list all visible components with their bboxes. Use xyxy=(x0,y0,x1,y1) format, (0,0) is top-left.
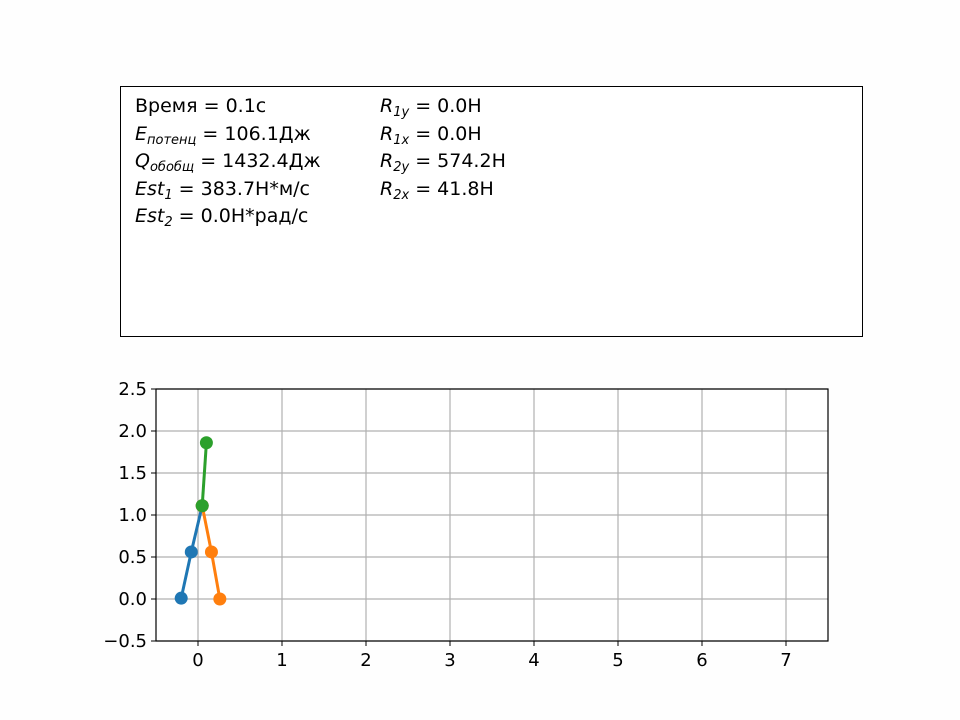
info-equals: = xyxy=(172,177,201,200)
y-tick-label: −0.5 xyxy=(103,631,147,652)
info-var: Q xyxy=(135,150,150,172)
info-value: 0.0Н xyxy=(437,95,482,117)
x-tick-label: 4 xyxy=(528,650,539,671)
info-subscript: потенц xyxy=(147,132,197,148)
info-equals: = xyxy=(194,150,223,172)
info-subscript: 2 xyxy=(164,215,173,230)
x-tick-label: 3 xyxy=(444,650,455,671)
info-equals: = xyxy=(409,177,438,200)
info-var: R xyxy=(380,177,394,200)
y-tick-label: 2.5 xyxy=(118,379,147,400)
x-tick-label: 6 xyxy=(696,650,707,671)
info-value: 41.8Н xyxy=(437,177,494,200)
info-subscript: 2x xyxy=(393,187,410,203)
info-equals: = xyxy=(172,205,201,227)
info-line: Время = 0.1c xyxy=(135,93,321,121)
info-equals: = xyxy=(409,150,438,172)
y-tick-label: 0.0 xyxy=(118,589,147,610)
info-subscript: 1y xyxy=(393,105,410,120)
info-line: Est2 = 0.0Н*рад/с xyxy=(135,203,321,231)
data-point xyxy=(204,545,218,559)
info-column-right: R1y = 0.0Н R1x = 0.0Н R2y = 574.2Н R2x = 41… xyxy=(380,93,506,203)
info-value: 106.1Дж xyxy=(224,122,311,145)
info-equals: = xyxy=(409,122,438,145)
info-value: 1432.4Дж xyxy=(222,150,321,172)
data-point xyxy=(213,592,227,606)
info-line: R1y = 0.0Н xyxy=(380,93,506,121)
data-point xyxy=(174,591,188,605)
data-point xyxy=(184,545,198,559)
info-value: 0.1c xyxy=(225,95,267,117)
info-equals: = xyxy=(196,122,225,145)
info-line: R2x = 41.8Н xyxy=(380,176,506,204)
y-tick-label: 1.0 xyxy=(118,505,147,526)
x-tick-label: 0 xyxy=(192,650,203,671)
info-line: Qобобщ = 1432.4Дж xyxy=(135,148,321,176)
info-subscript: 2y xyxy=(393,160,410,175)
info-var: R xyxy=(380,122,394,145)
info-value: 574.2Н xyxy=(437,150,506,172)
x-tick-label: 1 xyxy=(276,650,287,671)
x-tick-label: 2 xyxy=(360,650,371,671)
info-line: R2y = 574.2Н xyxy=(380,148,506,176)
y-tick-label: 1.5 xyxy=(118,463,147,484)
info-var: R xyxy=(380,150,394,172)
info-subscript: 1x xyxy=(393,132,410,148)
info-panel: Время = 0.1c Eпотенц = 106.1Дж Qобобщ = 14… xyxy=(120,86,863,337)
info-column-left: Время = 0.1c Eпотенц = 106.1Дж Qобобщ = 14… xyxy=(135,93,321,231)
info-value: 0.0Н*рад/с xyxy=(200,205,309,227)
info-var: R xyxy=(380,95,394,117)
data-point xyxy=(199,436,213,450)
info-var: Est xyxy=(135,205,165,227)
info-equals: = xyxy=(409,95,438,117)
info-var: E xyxy=(135,122,148,145)
y-tick-label: 2.0 xyxy=(118,421,147,442)
info-value: 0.0Н xyxy=(437,122,482,145)
info-equals: = xyxy=(197,95,226,117)
axes-frame xyxy=(155,388,829,642)
series-line xyxy=(200,442,208,506)
info-var: Время xyxy=(135,95,198,117)
info-value: 383.7Н*м/с xyxy=(200,177,311,200)
info-line: R1x = 0.0Н xyxy=(380,121,506,149)
data-point xyxy=(195,499,209,513)
info-subscript: обобщ xyxy=(149,160,195,175)
x-tick-label: 7 xyxy=(780,650,791,671)
y-tick-label: 0.5 xyxy=(118,547,147,568)
info-line: Est1 = 383.7Н*м/с xyxy=(135,176,321,204)
info-line: Eпотенц = 106.1Дж xyxy=(135,121,321,149)
info-subscript: 1 xyxy=(164,187,173,203)
info-var: Est xyxy=(135,177,165,200)
x-tick-label: 5 xyxy=(612,650,623,671)
